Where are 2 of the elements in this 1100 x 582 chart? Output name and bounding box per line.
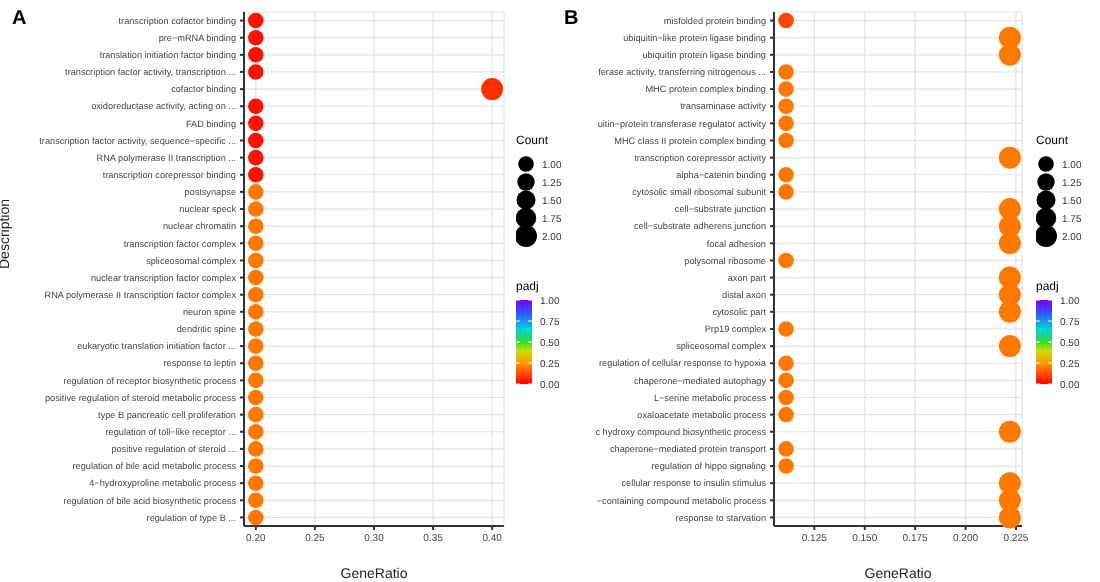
text: B: [564, 8, 579, 30]
text: A: [12, 8, 27, 30]
